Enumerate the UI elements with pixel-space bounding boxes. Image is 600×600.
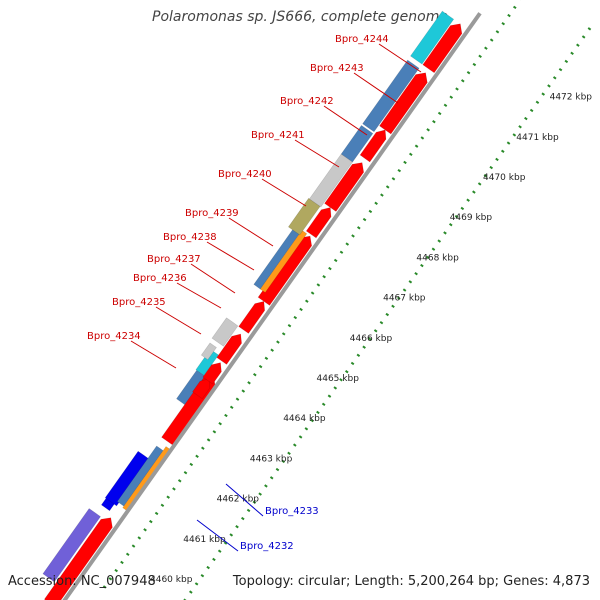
scale-tick-label: 4465 kbp	[317, 374, 360, 384]
genome-summary-text: Topology: circular; Length: 5,200,264 bp…	[232, 574, 590, 589]
gene-feature	[211, 317, 239, 347]
gene-label: Bpro_4241	[251, 130, 305, 141]
label-leader-line	[323, 105, 368, 136]
gene-feature	[216, 333, 242, 365]
genome-title: Polaromonas sp. JS666, complete genome	[152, 9, 448, 25]
label-leader-line	[155, 306, 202, 335]
scale-ticks: 4460 kbp 4461 kbp 4462 kbp 4463 kbp 4464 kbp…	[150, 93, 592, 585]
gene-label: Bpro_4234	[87, 331, 141, 342]
scale-tick-label: 4463 kbp	[250, 454, 293, 464]
gene-feature	[43, 517, 113, 600]
label-leader-line	[176, 282, 222, 309]
gene-label: Bpro_4233	[265, 506, 319, 517]
scale-tick-label: 4466 kbp	[350, 334, 393, 344]
outer-dotted-line	[183, 27, 592, 600]
gene-feature	[259, 229, 308, 293]
gene-feature	[238, 301, 266, 334]
accession-text: Accession: NC_007948	[8, 574, 156, 589]
scale-tick-label: 4461 kbp	[183, 535, 226, 545]
label-leader-line	[353, 72, 399, 104]
gene-feature	[116, 445, 164, 507]
gene-feature	[202, 362, 222, 385]
scale-tick-label: 4467 kbp	[383, 294, 426, 304]
gene-feature	[379, 72, 428, 135]
gene-label: Bpro_4239	[185, 208, 239, 219]
gene-label: Bpro_4244	[335, 34, 389, 45]
gene-feature	[104, 450, 151, 507]
scale-tick-label: 4460 kbp	[150, 575, 193, 585]
gene-feature	[422, 23, 463, 74]
label-leader-line	[225, 483, 264, 517]
inner-dotted-line	[102, 0, 522, 589]
gene-feature	[200, 342, 217, 361]
gene-feature	[42, 508, 101, 583]
gene-feature	[410, 10, 455, 65]
gene-feature	[192, 378, 211, 400]
label-leader-line	[190, 263, 236, 294]
scale-tick-label: 4470 kbp	[483, 173, 526, 183]
gene-label: Bpro_4236	[133, 273, 187, 284]
scale-tick-label: 4462 kbp	[217, 495, 260, 505]
scale-tick-label: 4469 kbp	[450, 213, 493, 223]
label-leader-line	[378, 43, 422, 73]
scale-tick-label: 4468 kbp	[416, 253, 459, 263]
scale-tick-label: 4464 kbp	[283, 414, 326, 424]
gene-feature	[362, 59, 420, 133]
gene-feature	[324, 162, 365, 212]
gene-feature	[308, 153, 354, 208]
label-leader-line	[228, 217, 274, 247]
gene-feature	[287, 197, 321, 236]
label-leader-line	[196, 519, 239, 552]
gene-label: Bpro_4240	[218, 169, 272, 180]
dotted-guide-lines	[102, 0, 592, 600]
gene-label: Bpro_4237	[147, 254, 201, 265]
gene-label: Bpro_4232	[240, 541, 294, 552]
gene-label: Bpro_4243	[310, 63, 364, 74]
scale-tick-label: 4471 kbp	[516, 133, 559, 143]
gene-features	[42, 10, 463, 600]
label-leader-line	[261, 178, 307, 207]
gene-feature	[305, 207, 332, 239]
gene-feature	[340, 124, 374, 163]
scale-tick-label: 4472 kbp	[550, 93, 593, 103]
gene-label: Bpro_4238	[163, 232, 217, 243]
genome-backbone	[62, 12, 482, 600]
label-leader-line	[294, 139, 340, 168]
label-leader-line	[130, 340, 177, 369]
gene-label: Bpro_4235	[112, 297, 166, 308]
gene-labels: Bpro_4244 Bpro_4243 Bpro_4242 Bpro_4241 Bpro…	[87, 34, 422, 552]
gene-label: Bpro_4242	[280, 96, 334, 107]
label-leader-line	[206, 241, 255, 271]
gene-feature	[359, 129, 387, 163]
